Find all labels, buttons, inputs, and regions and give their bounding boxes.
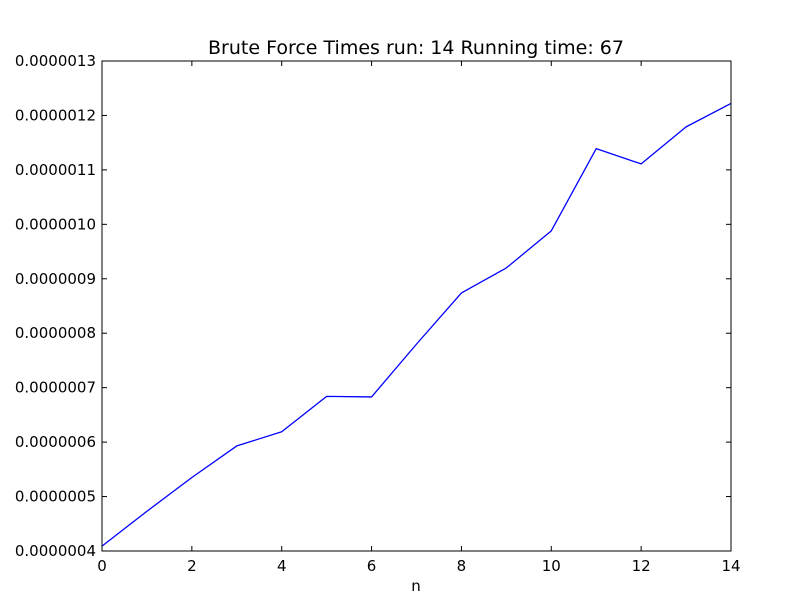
plot-frame	[101, 60, 732, 552]
y-tick-label: 0.0000006	[15, 433, 96, 451]
x-tick-label: 14	[721, 557, 740, 575]
chart-title: Brute Force Times run: 14 Running time: …	[208, 37, 624, 59]
x-tick-label: 0	[97, 557, 107, 575]
y-tick-label: 0.0000012	[15, 106, 96, 124]
y-tick-label: 0.0000007	[15, 379, 96, 397]
y-tick-label: 0.0000013	[15, 52, 96, 70]
y-tick-label: 0.0000010	[15, 215, 96, 233]
x-tick-label: 4	[277, 557, 287, 575]
x-axis-label: n	[411, 577, 421, 595]
y-tick-label: 0.0000005	[15, 488, 96, 506]
y-tick-label: 0.0000009	[15, 270, 96, 288]
x-tick-label: 6	[367, 557, 377, 575]
x-tick-label: 8	[457, 557, 467, 575]
y-tick-label: 0.0000011	[15, 161, 96, 179]
x-tick-label: 10	[542, 557, 561, 575]
series-line-0	[101, 102, 732, 547]
plot-area: 0 2 4 6 8 10 12 14 0.0000004 0.0000005 0.0000006 0.…	[15, 52, 741, 575]
x-tick-label: 12	[632, 557, 651, 575]
y-tick-label: 0.0000004	[15, 542, 96, 560]
y-tick-label: 0.0000008	[15, 324, 96, 342]
x-tick-label: 2	[187, 557, 197, 575]
